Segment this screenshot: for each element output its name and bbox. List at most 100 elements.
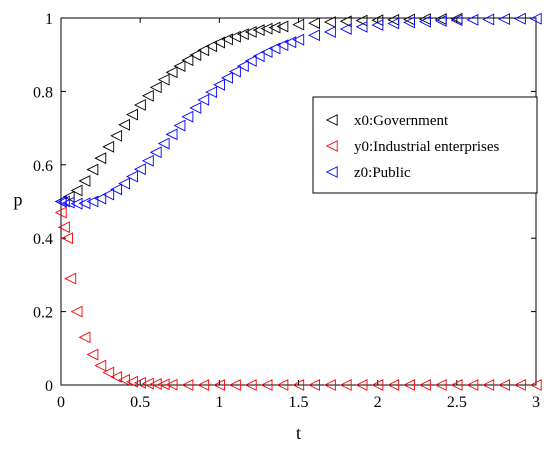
x-tick-label: 3 — [532, 394, 540, 411]
data-point — [189, 49, 202, 61]
data-point — [205, 40, 218, 53]
data-point — [181, 54, 194, 67]
data-point — [513, 379, 526, 391]
data-point — [102, 188, 115, 201]
data-point — [325, 166, 338, 178]
data-point — [54, 206, 67, 219]
y-tick-label: 1 — [45, 11, 53, 28]
data-point — [86, 163, 99, 176]
data-point — [244, 55, 257, 67]
data-point — [102, 366, 115, 379]
data-point — [323, 26, 336, 38]
data-point — [325, 114, 338, 126]
data-point — [339, 15, 352, 28]
data-point — [149, 81, 162, 94]
data-point — [260, 46, 273, 59]
axis-ticks: 0 0.5 1 1.5 2 2.5 3 0 0.2 0.4 0.6 0.8 1 — [33, 11, 540, 411]
y-tick-label: 0.8 — [33, 84, 53, 101]
data-point — [434, 15, 447, 27]
data-point — [339, 379, 352, 391]
data-point — [221, 71, 233, 84]
data-point — [173, 60, 186, 73]
data-point — [228, 30, 241, 43]
data-point — [181, 379, 194, 391]
data-point — [244, 26, 257, 38]
data-point — [126, 108, 138, 121]
data-point — [141, 89, 154, 102]
data-point — [86, 348, 99, 361]
data-point — [292, 379, 305, 391]
data-point — [110, 129, 123, 142]
data-point — [252, 50, 265, 63]
data-point — [371, 379, 384, 391]
data-point — [157, 137, 170, 150]
data-point — [284, 36, 297, 49]
data-point — [292, 18, 305, 31]
data-point — [70, 305, 83, 318]
data-point — [387, 379, 400, 391]
data-point — [78, 175, 91, 187]
legend-label: z0:Public — [354, 165, 411, 181]
legend-entry: x0:Government — [325, 113, 449, 129]
data-point — [418, 379, 431, 391]
data-point — [133, 163, 146, 176]
x-tick-label: 0 — [57, 394, 65, 411]
data-point — [70, 184, 83, 197]
data-point — [149, 377, 162, 390]
data-point — [308, 379, 320, 391]
data-point — [57, 195, 70, 208]
x-tick-label: 2 — [374, 394, 382, 411]
x-tick-label: 2.5 — [447, 394, 467, 411]
legend-entry: z0:Public — [325, 165, 411, 181]
data-point — [221, 33, 233, 46]
data-point — [157, 378, 170, 391]
data-point — [276, 20, 289, 33]
data-point — [165, 66, 178, 79]
data-point — [434, 13, 447, 26]
data-point — [118, 373, 130, 386]
data-point — [387, 13, 400, 26]
data-point — [260, 379, 273, 391]
legend-marker — [325, 114, 338, 126]
data-point — [450, 14, 463, 27]
data-point — [466, 379, 479, 391]
data-point — [118, 118, 130, 131]
data-point — [213, 36, 225, 49]
data-point — [157, 73, 170, 86]
data-point — [323, 16, 336, 28]
data-point — [86, 195, 99, 208]
data-point — [498, 13, 510, 26]
data-point — [325, 140, 338, 152]
data-point — [355, 14, 368, 27]
plot-area — [60, 17, 537, 386]
data-point — [339, 23, 352, 35]
series-layer — [54, 12, 542, 391]
data-point — [482, 13, 495, 26]
data-point — [355, 379, 368, 391]
data-point — [94, 192, 107, 205]
data-point — [228, 65, 241, 78]
data-point — [323, 379, 336, 391]
x-tick-label: 1.5 — [289, 394, 309, 411]
data-point — [78, 197, 91, 210]
data-point — [387, 17, 400, 30]
x-axis-label: t — [296, 423, 301, 443]
data-point — [205, 86, 218, 99]
data-point — [94, 359, 107, 372]
x-tick-label: 1 — [215, 394, 223, 411]
y-tick-label: 0.4 — [33, 231, 53, 248]
data-point — [355, 20, 368, 33]
y-tick-label: 0.2 — [33, 305, 53, 322]
data-point — [126, 170, 138, 183]
data-point — [244, 379, 257, 391]
data-point — [110, 370, 123, 383]
series — [54, 206, 542, 391]
data-point — [94, 152, 107, 165]
plot-frame — [60, 17, 537, 386]
data-point — [64, 272, 77, 285]
data-point — [276, 379, 289, 391]
data-point — [70, 197, 83, 210]
data-point — [213, 379, 225, 391]
data-point — [165, 378, 178, 391]
